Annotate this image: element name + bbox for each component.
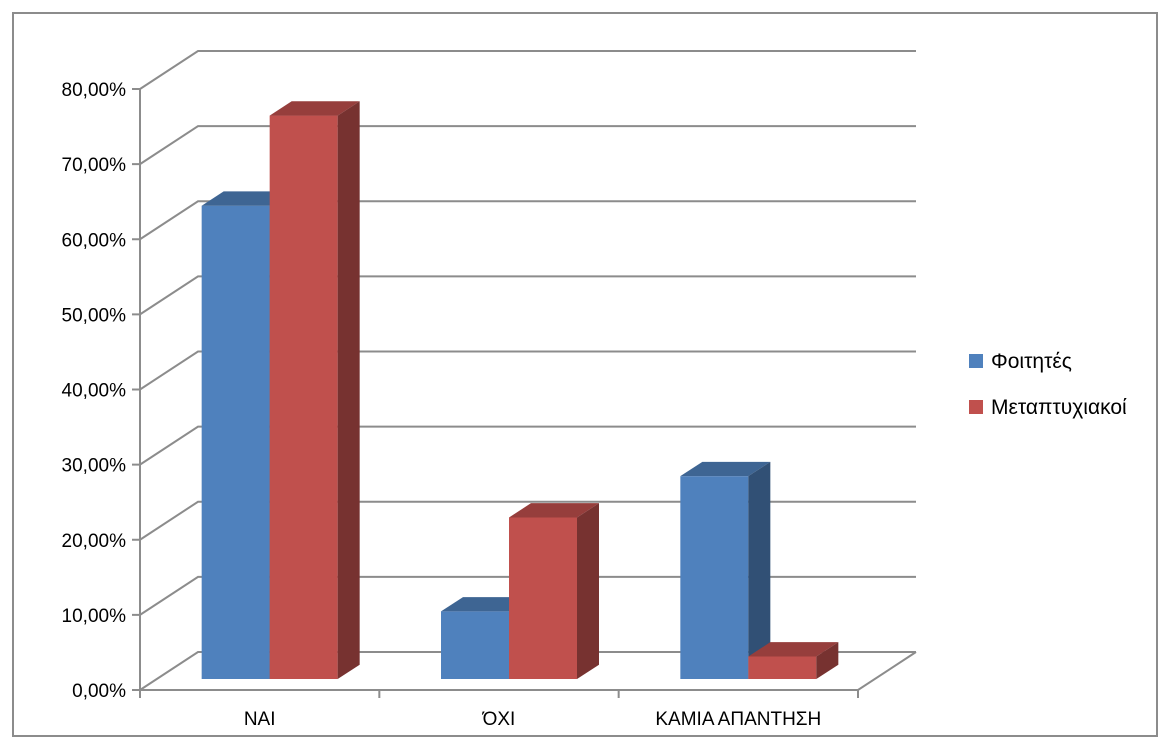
bar-front — [269, 115, 338, 679]
bar-2-1 — [748, 642, 839, 679]
legend-swatch — [969, 400, 983, 414]
x-category-label: ΝΑΙ — [244, 709, 276, 730]
bar-front — [201, 205, 270, 679]
bar-side — [577, 503, 599, 679]
bar-front — [509, 517, 577, 679]
gridline — [139, 350, 916, 391]
y-tick-label: 10,00% — [62, 606, 127, 627]
bar-0-1 — [269, 101, 360, 679]
gridline — [139, 50, 916, 90]
gridlines — [139, 50, 916, 691]
gridline — [139, 200, 916, 241]
y-tick-label: 0,00% — [72, 681, 126, 702]
gridline — [139, 125, 916, 165]
legend-item-1: Μεταπτυχιακοί — [969, 396, 1127, 419]
x-category-label: ΚΑΜΙΑ ΑΠΑΝΤΗΣΗ — [655, 709, 821, 730]
gridline — [139, 575, 916, 616]
bar-side — [748, 461, 771, 679]
bar-2-0 — [680, 461, 771, 679]
gridline — [139, 651, 916, 691]
y-tick-label: 20,00% — [62, 531, 127, 552]
x-axis-labels: ΝΑΙ ΌΧΙ ΚΑΜΙΑ ΑΠΑΝΤΗΣΗ — [244, 709, 821, 730]
legend-swatch — [969, 354, 983, 368]
legend-label: Φοιτητές — [991, 350, 1072, 373]
bar-side — [337, 101, 360, 679]
bar-top — [509, 503, 599, 518]
y-tick-label: 40,00% — [62, 381, 127, 402]
bar-front — [680, 476, 749, 679]
bars — [201, 101, 839, 679]
y-tick-label: 80,00% — [62, 80, 127, 101]
y-tick-label: 60,00% — [62, 230, 127, 251]
legend: Φοιτητές Μεταπτυχιακοί — [969, 350, 1127, 419]
gridline — [139, 500, 916, 541]
y-tick-label: 70,00% — [62, 155, 127, 176]
bar-side — [816, 642, 839, 679]
bar-top — [269, 101, 360, 116]
legend-item-0: Φοιτητές — [969, 350, 1072, 373]
y-tick-label: 30,00% — [62, 456, 127, 477]
bar-front — [441, 611, 509, 679]
bar-front — [748, 656, 817, 679]
legend-label: Μεταπτυχιακοί — [991, 396, 1127, 419]
y-tick-label: 50,00% — [62, 305, 127, 326]
x-category-label: ΌΧΙ — [482, 709, 516, 730]
bar-top — [441, 597, 531, 612]
gridline — [139, 275, 916, 316]
y-axis-ticks: 0,00% 10,00% 20,00% 30,00% 40,00% 50,00% 60,00… — [62, 80, 859, 702]
gridline — [139, 425, 916, 466]
bar-top — [748, 642, 839, 657]
bar-top — [201, 191, 292, 206]
bar-1-1 — [509, 503, 599, 679]
bar-top — [680, 461, 771, 477]
